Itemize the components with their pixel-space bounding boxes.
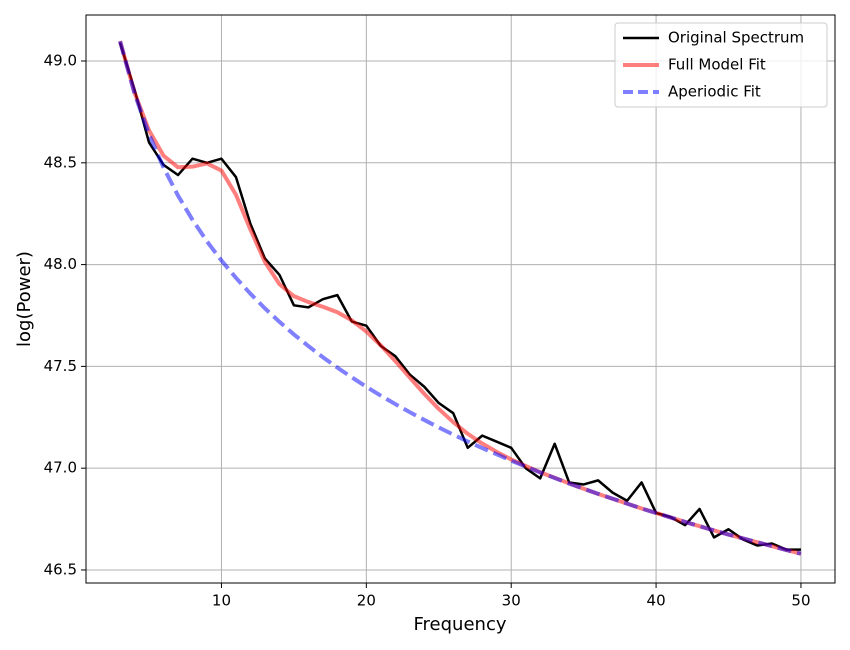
y-tick-label: 48.0 [44,255,77,273]
plot-frame [85,14,836,584]
series-line [118,40,802,556]
legend-label: Full Model Fit [668,56,766,74]
series-line [118,42,801,551]
legend-label: Original Spectrum [668,29,804,47]
x-tick-label: 20 [357,592,376,610]
series-line [118,40,802,556]
legend-label: Aperiodic Fit [668,83,761,101]
y-axis-label: log(Power) [14,251,35,347]
x-axis-label: Frequency [414,614,507,635]
x-tick-label: 40 [647,592,666,610]
legend-box [614,22,828,108]
x-tick-label: 10 [212,592,231,610]
y-tick-label: 47.0 [44,459,77,477]
y-tick-label: 49.0 [44,52,77,70]
x-tick-label: 30 [502,592,521,610]
x-tick-label: 50 [791,592,810,610]
y-tick-label: 48.5 [44,153,77,171]
y-tick-label: 46.5 [44,560,77,578]
y-tick-label: 47.5 [44,357,77,375]
